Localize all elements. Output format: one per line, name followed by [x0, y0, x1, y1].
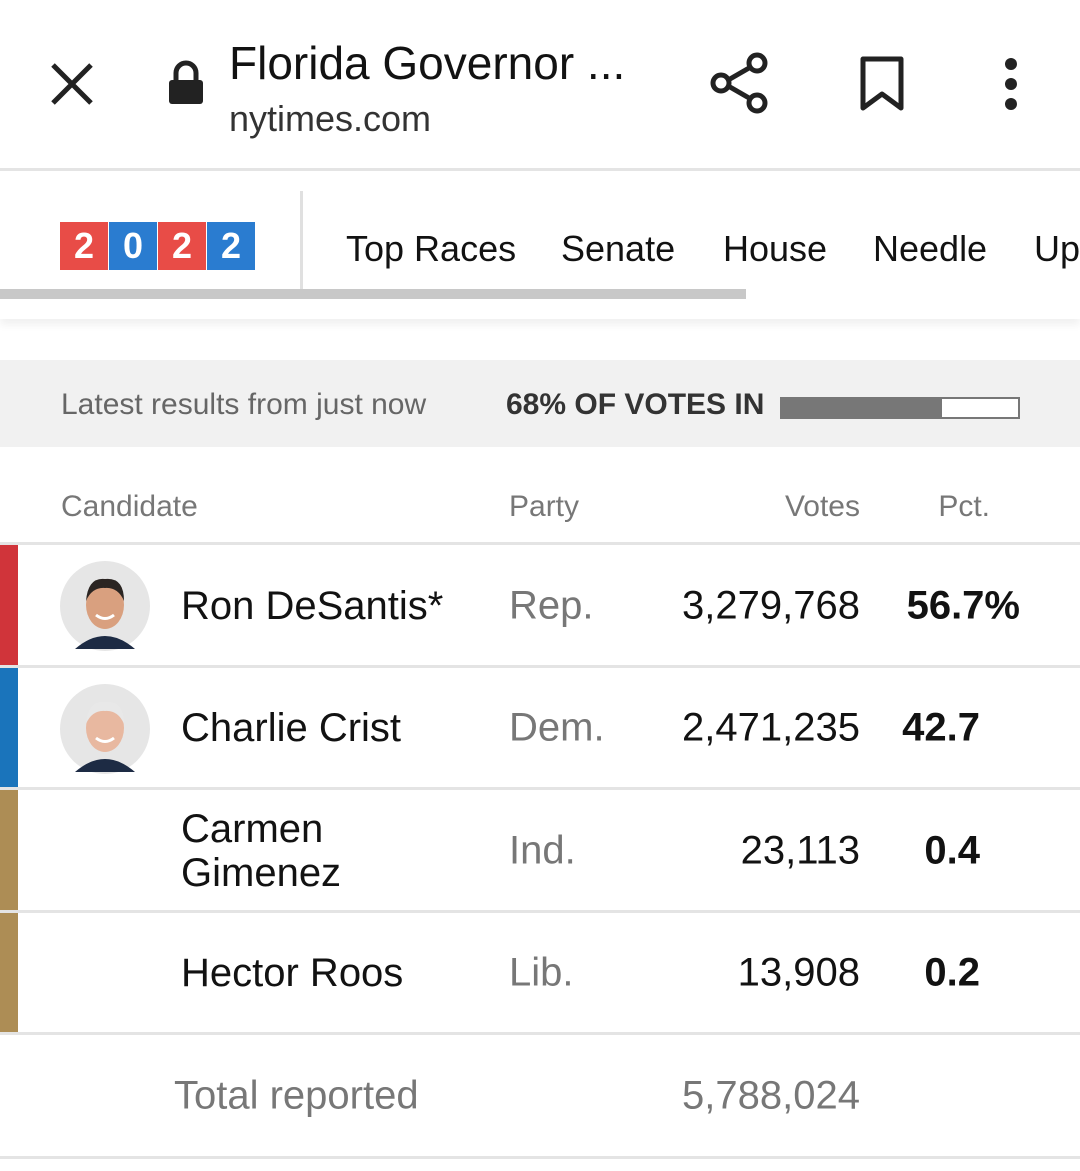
- progress-fill: [782, 399, 943, 417]
- latest-text: Latest results from just now: [61, 388, 427, 421]
- nav-item[interactable]: House: [723, 228, 828, 269]
- bookmark-button[interactable]: [858, 56, 906, 112]
- result-row: Hector Roos Lib. 13,908 0.2: [0, 909, 1080, 1034]
- party: Lib.: [509, 950, 574, 995]
- votes: 23,113: [740, 828, 860, 872]
- votes: 3,279,768: [682, 583, 860, 627]
- lock-icon: [169, 60, 203, 104]
- total-row: Total reported 5,788,024: [0, 1032, 1080, 1159]
- total-votes: 5,788,024: [682, 1073, 860, 1117]
- party: Rep.: [509, 583, 594, 627]
- votes: 13,908: [737, 950, 860, 995]
- page-title[interactable]: Florida Governor ...: [229, 37, 626, 89]
- column-header: Party: [509, 490, 580, 523]
- menu-button[interactable]: [998, 56, 1024, 112]
- result-row: Ron DeSantis* Rep. 3,279,768 56.7%: [0, 542, 1080, 666]
- nav-item[interactable]: Up: [1034, 228, 1080, 269]
- nav-item[interactable]: Senate: [561, 228, 676, 269]
- share-button[interactable]: [708, 52, 770, 114]
- party-color-bar: [0, 667, 18, 789]
- column-header: Votes: [784, 490, 860, 523]
- candidate-name: Charlie Crist: [181, 706, 402, 750]
- nav-bar: [0, 171, 1080, 319]
- progress-bar: [780, 397, 1020, 419]
- party: Ind.: [509, 828, 576, 872]
- result-row: Charlie Crist Dem. 2,471,235 42.7: [0, 664, 1080, 789]
- divider: [300, 191, 303, 299]
- candidate-name: Carmen Gimenez: [181, 806, 342, 895]
- column-header: Candidate: [61, 490, 198, 523]
- browser-bar: Florida Governor ... nytimes.com: [0, 0, 1080, 171]
- percent: 0.4: [924, 828, 980, 872]
- party-color-bar: [0, 912, 18, 1034]
- candidate-name: Ron DeSantis*: [181, 583, 444, 628]
- progress-label: 68% OF VOTES IN: [506, 388, 765, 421]
- page-domain: nytimes.com: [229, 98, 432, 139]
- candidate-photo: [60, 683, 150, 774]
- party: Dem.: [509, 705, 605, 750]
- column-header: Pct.: [938, 490, 990, 523]
- logo-digit: 0: [109, 222, 157, 270]
- nav-item[interactable]: Needle: [873, 228, 988, 269]
- percent: 56.7%: [906, 583, 1020, 627]
- logo-digit: 2: [158, 222, 206, 270]
- total-label: Total reported: [174, 1073, 419, 1117]
- percent: 42.7: [902, 705, 980, 750]
- logo-digit: 2: [60, 222, 108, 270]
- logo-digit: 2: [207, 222, 255, 270]
- scroll-indicator: [0, 289, 746, 299]
- candidate-name: Hector Roos: [181, 951, 404, 995]
- votes: 2,471,235: [682, 705, 860, 750]
- candidate-photo: [60, 561, 150, 651]
- close-button[interactable]: [48, 60, 96, 108]
- party-color-bar: [0, 790, 18, 911]
- nav-item[interactable]: Top Races: [346, 228, 517, 269]
- party-color-bar: [0, 545, 18, 666]
- percent: 0.2: [924, 950, 980, 995]
- result-row: Carmen Gimenez Ind. 23,113 0.4: [0, 787, 1080, 911]
